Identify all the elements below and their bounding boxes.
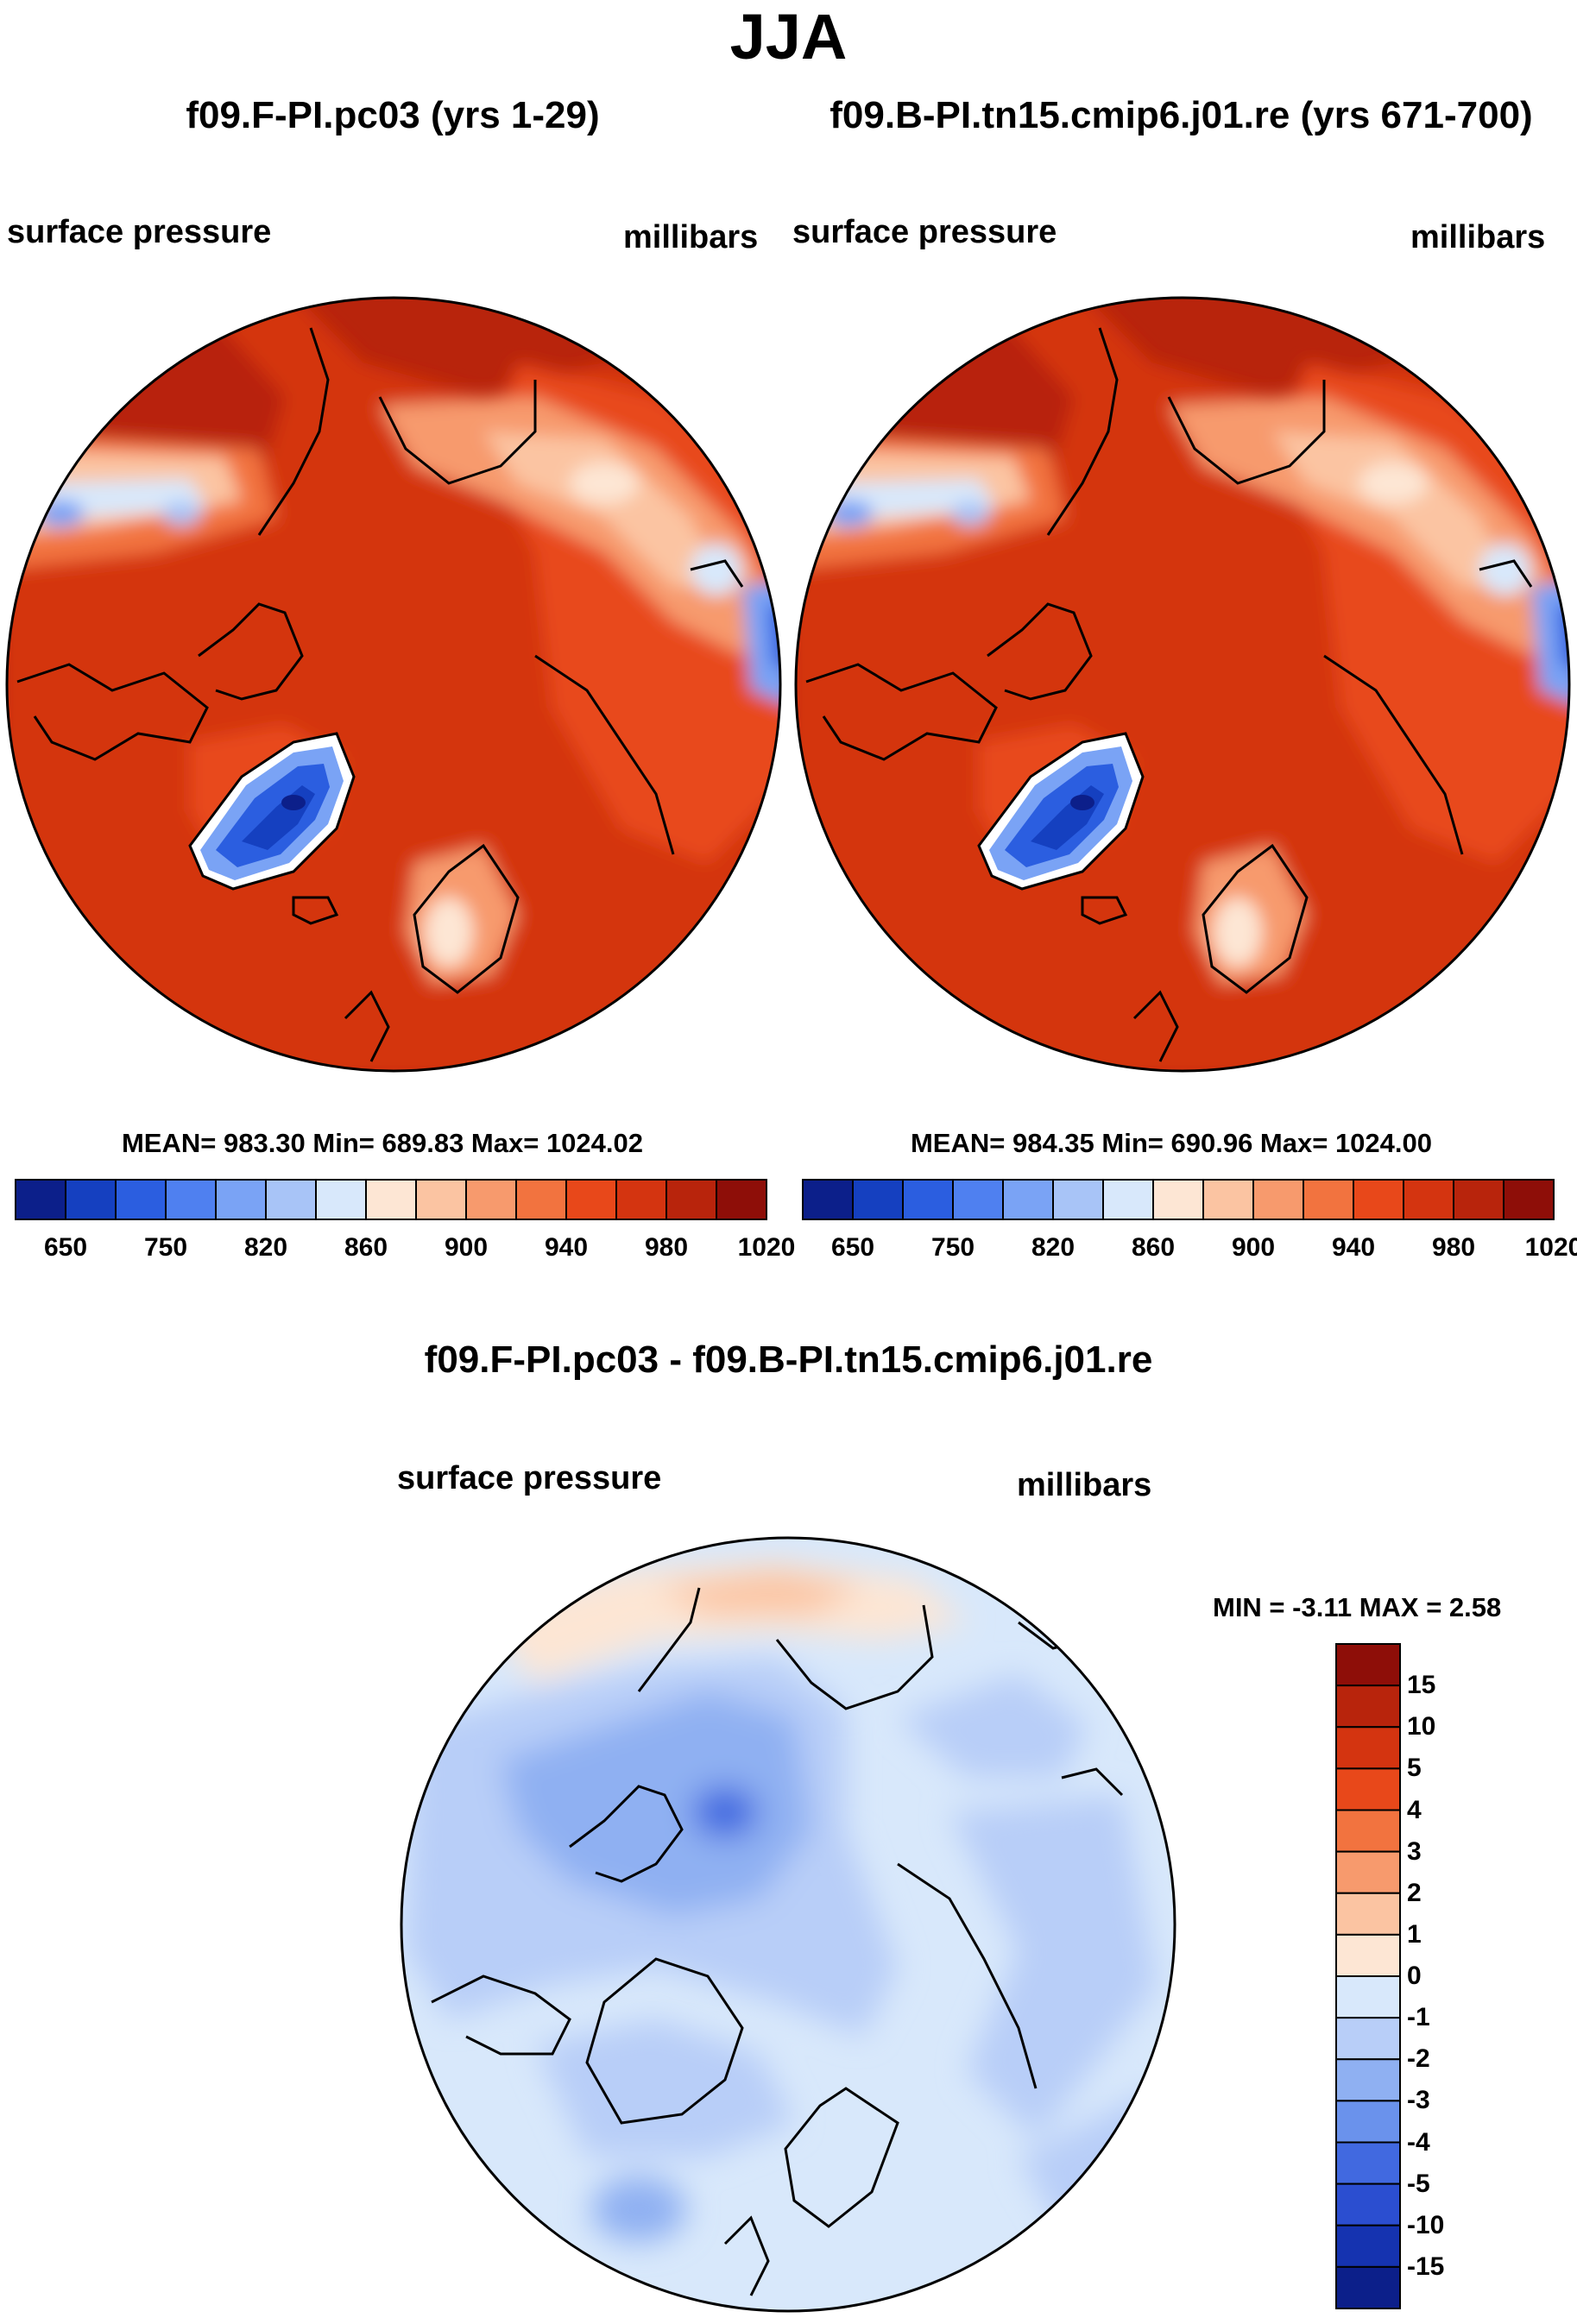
colorbar-box [1052, 1179, 1104, 1220]
colorbar-tick-label: 750 [143, 1233, 188, 1262]
colorbar-tick-label: 1020 [1524, 1233, 1577, 1262]
diff-panel-subtitle: f09.F-PI.pc03 - f09.B-PI.tn15.cmip6.j01.… [424, 1338, 1153, 1381]
colorbar-box [1335, 2058, 1401, 2102]
diff-panel-units-label: millibars [1017, 1467, 1152, 1503]
colorbar-tick-label: -1 [1407, 2003, 1430, 2032]
colorbar-tick-label: 940 [1331, 1233, 1376, 1262]
colorbar-tick-label: 4 [1407, 1795, 1422, 1824]
colorbar-tick-label: -10 [1407, 2210, 1445, 2239]
colorbar-box [1335, 2017, 1401, 2061]
colorbar-box [1335, 2224, 1401, 2268]
panel-1-colorbar [15, 1179, 767, 1220]
colorbar-box [515, 1179, 567, 1220]
colorbar-tick-label: 860 [1131, 1233, 1176, 1262]
diff-panel-colorbar-ticks: 15 10 5 4 3 2 1 0 -1 -2 -3 -4 -5 -10 -15 [1407, 1644, 1493, 2308]
colorbar-tick-label: 900 [1231, 1233, 1276, 1262]
colorbar-box [1335, 1685, 1401, 1729]
panel-2-colorbar-ticks: 650 750 820 860 900 940 980 1020 [803, 1232, 1577, 1267]
colorbar-box [1335, 2141, 1401, 2185]
colorbar-box [1335, 1767, 1401, 1811]
panel-2-colorbar [802, 1179, 1555, 1220]
colorbar-box [1335, 1809, 1401, 1853]
panel-2-subtitle: f09.B-PI.tn15.cmip6.j01.re (yrs 671-700) [830, 94, 1533, 136]
colorbar-tick-label: 750 [930, 1233, 975, 1262]
colorbar-box [1335, 1850, 1401, 1894]
colorbar-tick-label: -15 [1407, 2252, 1445, 2281]
colorbar-tick-label: 650 [830, 1233, 875, 1262]
colorbar-box [1335, 1726, 1401, 1770]
colorbar-tick-label: 980 [644, 1233, 689, 1262]
colorbar-box [802, 1179, 854, 1220]
colorbar-box [1335, 1975, 1401, 2019]
panel-1-units-label: millibars [623, 219, 759, 255]
panel-1-subtitle: f09.F-PI.pc03 (yrs 1-29) [186, 94, 600, 136]
colorbar-box [65, 1179, 117, 1220]
colorbar-tick-label: 820 [243, 1233, 288, 1262]
colorbar-box [1335, 1643, 1401, 1687]
colorbar-tick-label: 900 [444, 1233, 489, 1262]
colorbar-box [1335, 1892, 1401, 1936]
panel-2-stats: MEAN= 984.35 Min= 690.96 Max= 1024.00 [910, 1128, 1432, 1158]
colorbar-box [1303, 1179, 1354, 1220]
panel-1-colorbar-ticks: 650 750 820 860 900 940 980 1020 [16, 1232, 795, 1267]
colorbar-tick-label: 820 [1031, 1233, 1076, 1262]
colorbar-tick-label: 10 [1407, 1712, 1436, 1741]
colorbar-tick-label: 3 [1407, 1836, 1422, 1866]
colorbar-box [716, 1179, 767, 1220]
colorbar-tick-label: 940 [544, 1233, 589, 1262]
colorbar-tick-label: 2 [1407, 1878, 1422, 1907]
diff-panel-colorbar [1335, 1643, 1401, 2309]
colorbar-box [315, 1179, 367, 1220]
colorbar-box [952, 1179, 1004, 1220]
colorbar-tick-label: 650 [43, 1233, 88, 1262]
colorbar-box [1335, 2182, 1401, 2226]
figure-title: JJA [729, 1, 848, 72]
panel-2-variable-label: surface pressure [792, 214, 1057, 250]
panel-2-units-label: millibars [1410, 219, 1546, 255]
colorbar-tick-label: 1 [1407, 1919, 1422, 1949]
colorbar-tick-label: 5 [1407, 1754, 1422, 1783]
colorbar-tick-label: 0 [1407, 1962, 1422, 1990]
colorbar-box [852, 1179, 904, 1220]
colorbar-box [615, 1179, 667, 1220]
colorbar-box [265, 1179, 317, 1220]
colorbar-tick-label: -3 [1407, 2086, 1430, 2115]
diff-panel-variable-label: surface pressure [397, 1460, 662, 1496]
colorbar-tick-label: -5 [1407, 2169, 1430, 2198]
colorbar-box [365, 1179, 417, 1220]
colorbar-box [1403, 1179, 1454, 1220]
panel-1-variable-label: surface pressure [7, 214, 272, 250]
colorbar-tick-label: 1020 [737, 1233, 796, 1262]
colorbar-box [1202, 1179, 1254, 1220]
colorbar-box [1152, 1179, 1204, 1220]
colorbar-tick-label: -2 [1407, 2044, 1430, 2074]
colorbar-box [1335, 2100, 1401, 2144]
colorbar-box [415, 1179, 467, 1220]
colorbar-tick-label: 980 [1431, 1233, 1476, 1262]
colorbar-box [115, 1179, 167, 1220]
colorbar-box [1453, 1179, 1504, 1220]
colorbar-tick-label: 860 [344, 1233, 388, 1262]
colorbar-box [1503, 1179, 1555, 1220]
colorbar-box [665, 1179, 717, 1220]
colorbar-box [165, 1179, 217, 1220]
colorbar-tick-label: 15 [1407, 1671, 1436, 1700]
panel-1-stats: MEAN= 983.30 Min= 689.83 Max= 1024.02 [121, 1128, 643, 1158]
diff-panel-minmax: MIN = -3.11 MAX = 2.58 [1213, 1592, 1502, 1622]
colorbar-box [1335, 2265, 1401, 2309]
colorbar-tick-label: -4 [1407, 2127, 1430, 2157]
colorbar-box [1335, 1933, 1401, 1977]
